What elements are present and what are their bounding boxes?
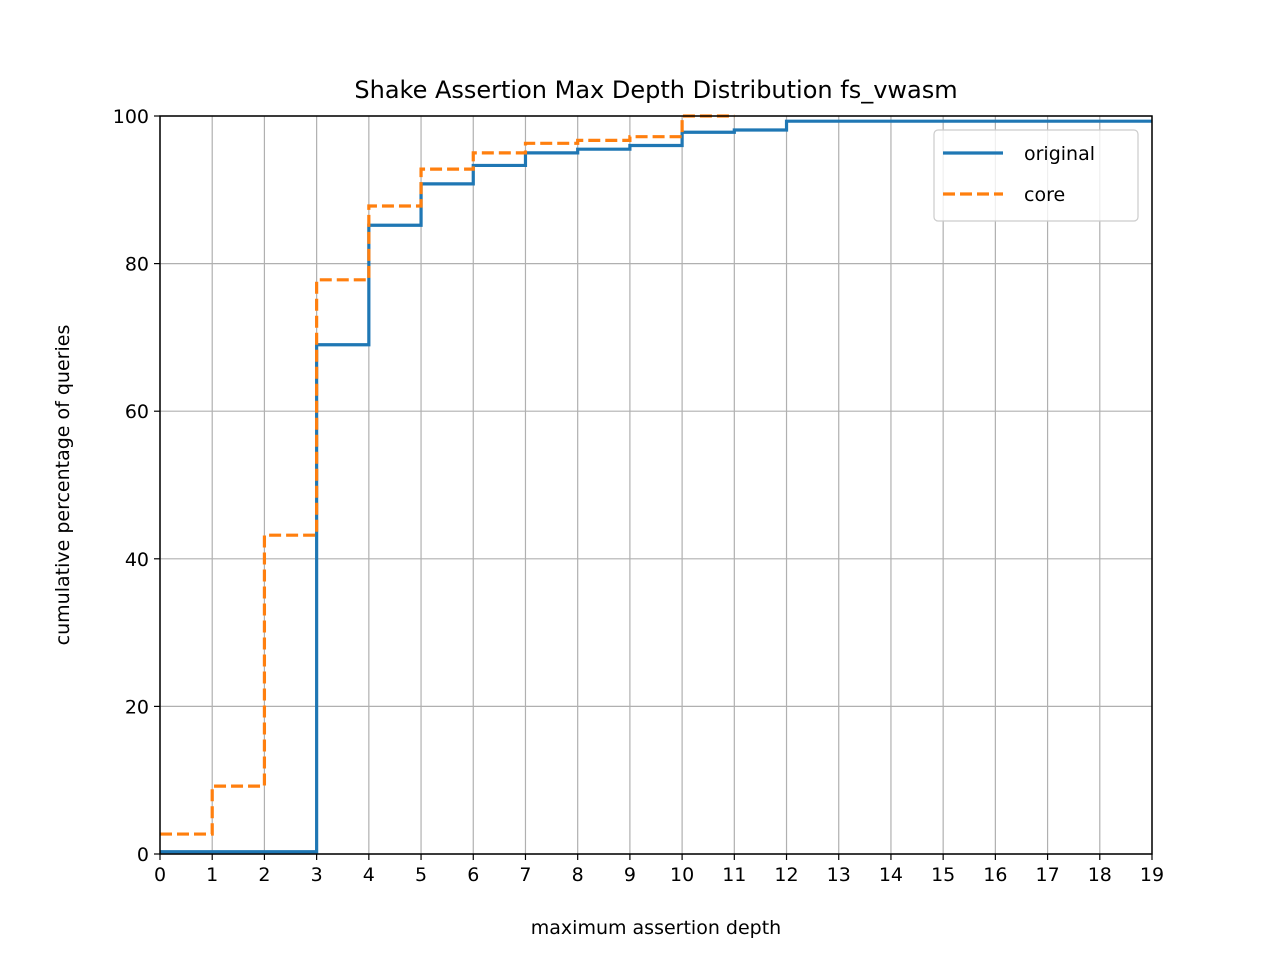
y-axis-ticks: 0 20 40 60 80 100 [113, 106, 160, 866]
legend-label-original: original [1024, 143, 1095, 165]
x-tick-label: 17 [1035, 864, 1059, 886]
legend-label-core: core [1024, 184, 1065, 206]
x-tick-label: 15 [931, 864, 955, 886]
x-tick-label: 19 [1140, 864, 1164, 886]
x-tick-label: 10 [670, 864, 694, 886]
x-tick-label: 2 [258, 864, 270, 886]
x-tick-label: 18 [1088, 864, 1112, 886]
x-tick-label: 13 [827, 864, 851, 886]
x-tick-label: 16 [983, 864, 1007, 886]
y-axis-label: cumulative percentage of queries [52, 325, 74, 646]
x-tick-label: 0 [154, 864, 166, 886]
x-axis-label: maximum assertion depth [531, 917, 781, 939]
x-tick-label: 7 [519, 864, 531, 886]
legend: original core [933, 129, 1139, 222]
y-tick-label: 0 [137, 844, 149, 866]
y-tick-label: 100 [113, 106, 149, 128]
x-tick-label: 9 [624, 864, 636, 886]
y-tick-label: 20 [125, 696, 149, 718]
x-tick-label: 6 [467, 864, 479, 886]
plot-frame [159, 115, 1153, 855]
x-tick-label: 14 [879, 864, 903, 886]
y-tick-label: 60 [125, 401, 149, 423]
x-tick-label: 3 [311, 864, 323, 886]
series-line-core [160, 114, 735, 836]
x-tick-label: 11 [722, 864, 746, 886]
x-tick-label: 8 [572, 864, 584, 886]
chart-title: Shake Assertion Max Depth Distribution f… [354, 76, 957, 104]
x-tick-label: 4 [363, 864, 375, 886]
plot-lines [160, 114, 1152, 854]
y-tick-label: 40 [125, 549, 149, 571]
x-tick-label: 1 [206, 864, 218, 886]
y-tick-label: 80 [125, 254, 149, 276]
x-tick-label: 12 [774, 864, 798, 886]
x-tick-label: 5 [415, 864, 427, 886]
x-axis-ticks: 0 1 2 3 4 5 6 7 8 9 10 11 12 13 14 15 16 17 18 19 [154, 854, 1164, 886]
